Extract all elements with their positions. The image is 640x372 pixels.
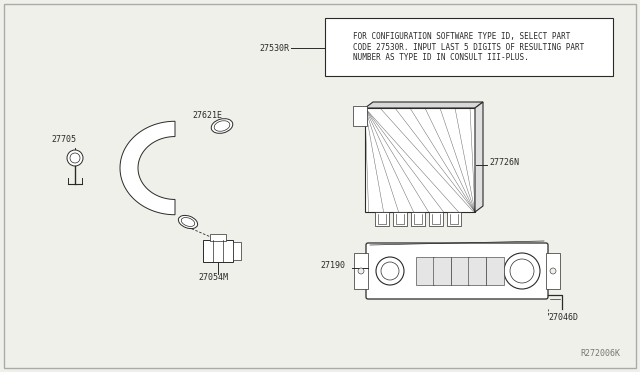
Text: 27726N: 27726N: [489, 158, 519, 167]
Ellipse shape: [179, 215, 198, 229]
Bar: [203, 240, 233, 262]
Polygon shape: [475, 102, 483, 212]
Text: 27190: 27190: [320, 261, 345, 270]
Bar: [393, 212, 407, 226]
Bar: [546, 253, 560, 289]
Bar: [233, 242, 241, 260]
Bar: [354, 253, 368, 289]
Bar: [416, 257, 434, 285]
Ellipse shape: [211, 119, 233, 133]
FancyBboxPatch shape: [366, 243, 548, 299]
Bar: [325, 18, 613, 76]
Bar: [429, 212, 443, 226]
Bar: [433, 257, 451, 285]
Bar: [486, 257, 504, 285]
Polygon shape: [365, 108, 475, 212]
Text: FOR CONFIGURATION SOFTWARE TYPE ID, SELECT PART
CODE 27530R. INPUT LAST 5 DIGITS: FOR CONFIGURATION SOFTWARE TYPE ID, SELE…: [353, 32, 584, 62]
Circle shape: [550, 268, 556, 274]
Polygon shape: [365, 102, 483, 108]
Bar: [451, 257, 469, 285]
Text: 27054M: 27054M: [198, 273, 228, 282]
Bar: [411, 212, 425, 226]
Bar: [375, 212, 389, 226]
Text: 27530R: 27530R: [259, 44, 289, 52]
Text: 27046D: 27046D: [548, 313, 578, 322]
Bar: [468, 257, 486, 285]
Circle shape: [67, 150, 83, 166]
Bar: [447, 212, 461, 226]
Bar: [210, 234, 226, 241]
Circle shape: [504, 253, 540, 289]
Circle shape: [376, 257, 404, 285]
Text: 27705: 27705: [51, 135, 76, 144]
Polygon shape: [120, 121, 175, 215]
Circle shape: [358, 268, 364, 274]
Bar: [353, 106, 367, 126]
Text: R272006K: R272006K: [580, 349, 620, 358]
Text: 27621E: 27621E: [192, 111, 222, 120]
